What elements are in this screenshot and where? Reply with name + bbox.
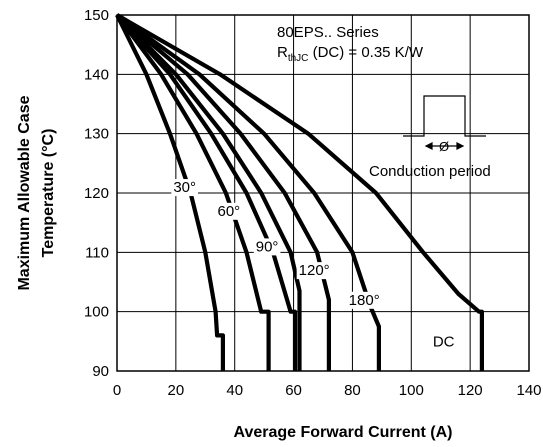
curve-label: 120°: [299, 262, 330, 279]
x-tick-label: 100: [399, 382, 424, 399]
y-axis-title-line-2: Temperature (°C): [40, 129, 57, 258]
period-arrow-right-head: [456, 142, 465, 150]
y-axis-title-line-1: Maximum Allowable Case: [16, 95, 33, 290]
curve-dc: [115, 13, 484, 371]
curve-60-deg: [115, 13, 271, 371]
chart-curves: [115, 13, 484, 371]
x-tick-label: 140: [516, 382, 541, 399]
curve-180-deg: [115, 13, 331, 371]
x-tick-label: 40: [226, 382, 243, 399]
curve-label-background: [430, 333, 457, 351]
thermal-resistance-label: RthJC (DC) = 0.35 K/W: [277, 44, 424, 64]
y-tick-label: 150: [84, 7, 109, 24]
curve-labels: 30° 60° 90° 120° 180° DC: [171, 179, 457, 351]
period-symbol: Ø: [439, 139, 449, 154]
y-tick-label: 140: [84, 66, 109, 83]
curve-label-background: [296, 262, 332, 280]
curve-label: 60°: [217, 203, 240, 220]
y-tick-label: 90: [92, 363, 109, 380]
curve-label: 90°: [256, 238, 279, 255]
curve-label-background: [346, 291, 382, 309]
x-tick-label: 20: [168, 382, 185, 399]
curve-label-background: [171, 179, 199, 197]
pulse-waveform: [403, 95, 486, 137]
curve-label: 180°: [349, 292, 380, 309]
curve-label: DC: [433, 333, 455, 350]
y-tick-labels: 90 100 110 120 130 140 150: [84, 7, 109, 380]
y-tick-label: 100: [84, 304, 109, 321]
curve-label: 30°: [173, 179, 196, 196]
x-tick-label: 60: [285, 382, 302, 399]
curve-label-background: [253, 238, 281, 256]
curve-120-deg: [115, 13, 302, 371]
y-tick-label: 130: [84, 126, 109, 143]
conduction-period-caption: Conduction period: [369, 163, 491, 180]
x-tick-label: 80: [344, 382, 361, 399]
x-tick-labels: 0 20 40 60 80 100 120 140: [113, 382, 542, 399]
x-tick-label: 120: [458, 382, 483, 399]
x-axis-title: Average Forward Current (A): [234, 424, 453, 441]
x-tick-label: 0: [113, 382, 121, 399]
period-arrow-left-head: [424, 142, 433, 150]
plot-frame: [116, 14, 530, 372]
series-name-label: 80EPS.. Series: [277, 24, 379, 41]
conduction-period-inset: [403, 95, 486, 150]
curve-30-deg: [115, 14, 225, 371]
curve-unlabeled-5: [115, 13, 381, 371]
y-tick-label: 110: [85, 244, 109, 261]
y-tick-label: 120: [84, 185, 109, 202]
curve-label-background: [215, 202, 243, 220]
